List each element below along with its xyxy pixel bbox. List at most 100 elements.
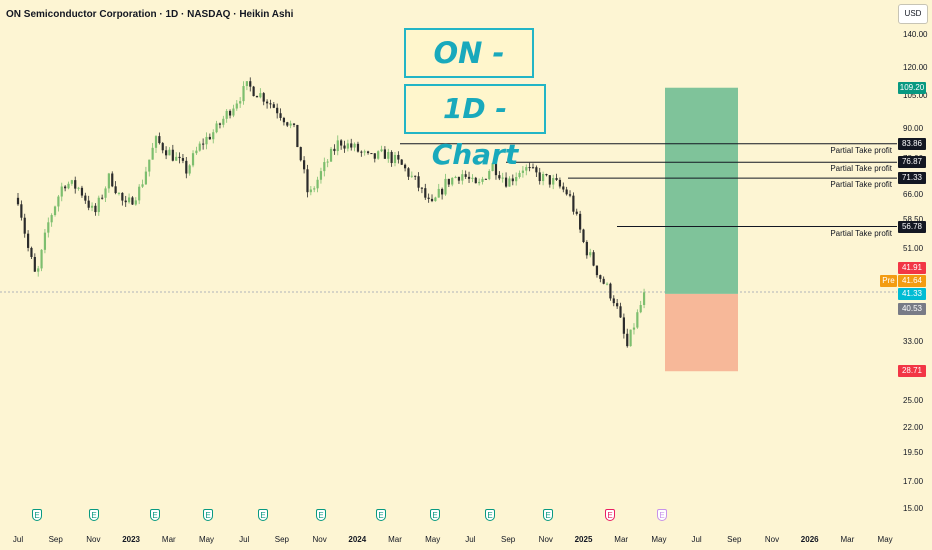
candle-body (545, 174, 548, 176)
candle-body (410, 175, 413, 177)
x-axis-tick: Jul (239, 535, 250, 544)
candle-body (154, 136, 158, 148)
candle-body (282, 117, 286, 123)
candle-body (239, 101, 242, 104)
candle-body (350, 143, 353, 148)
earnings-event-icon[interactable]: E (203, 509, 213, 521)
price-badge: 71.33 (898, 172, 926, 184)
candle-body (572, 195, 575, 212)
candle-body (60, 186, 63, 197)
candle-body (346, 143, 349, 149)
earnings-event-icon[interactable]: E (657, 509, 667, 521)
earnings-event-icon[interactable]: E (430, 509, 440, 521)
candle-body (171, 149, 174, 161)
y-axis-tick: 58.50 (903, 215, 924, 225)
candle-body (441, 188, 444, 195)
candle-body (158, 136, 161, 144)
candle-body (343, 145, 346, 149)
price-badge: 109.20 (898, 82, 926, 94)
price-badge: 83.86 (898, 138, 926, 150)
candle-body (511, 178, 514, 182)
currency-button[interactable]: USD (898, 4, 928, 24)
candle-body (131, 197, 134, 205)
earnings-event-icon[interactable]: E (605, 509, 615, 521)
candle-body (235, 103, 238, 109)
candle-body (90, 205, 94, 208)
candle-body (64, 186, 67, 189)
x-axis-tick: Mar (614, 535, 629, 544)
candle-body (575, 211, 578, 214)
candle-body (518, 172, 521, 177)
candle-body (427, 197, 430, 199)
candle-body (424, 188, 427, 198)
candle-body (602, 278, 605, 284)
candle-body (218, 123, 222, 125)
candle-body (373, 153, 376, 159)
candle-body (622, 317, 625, 334)
candle-body (94, 205, 97, 213)
candle-body (165, 150, 168, 156)
candle-body (212, 132, 215, 140)
earnings-event-icon[interactable]: E (89, 509, 99, 521)
x-axis-tick: May (425, 535, 441, 544)
candle-body (127, 197, 131, 203)
candle-body (205, 136, 208, 145)
candle-body (249, 81, 252, 87)
earnings-event-icon[interactable]: E (316, 509, 326, 521)
x-axis-tick: Mar (388, 535, 402, 544)
earnings-event-icon[interactable]: E (150, 509, 160, 521)
trade-title-box[interactable]: ON - Long (404, 28, 534, 116)
candle-body (30, 247, 33, 257)
candle-body (191, 153, 195, 166)
x-axis-tick: Mar (840, 535, 855, 544)
candle-body (47, 222, 50, 233)
candle-body (434, 197, 437, 202)
y-axis-tick: 22.00 (903, 422, 924, 432)
x-axis-tick: 2025 (574, 535, 593, 544)
earnings-event-icon[interactable]: E (485, 509, 495, 521)
earnings-event-icon[interactable]: E (543, 509, 553, 521)
candle-body (552, 178, 555, 185)
y-axis-tick: 140.00 (903, 30, 928, 39)
x-axis-tick: Jul (691, 535, 702, 544)
candle-body (474, 177, 477, 184)
candle-body (541, 174, 545, 182)
candle-body (400, 159, 403, 165)
candle-body (447, 178, 450, 185)
x-axis-tick: Jul (465, 535, 476, 544)
candle-body (531, 167, 535, 169)
earnings-event-icon[interactable]: E (32, 509, 42, 521)
candle-body (481, 178, 484, 182)
candle-body (319, 171, 323, 180)
x-axis-tick: Sep (727, 535, 742, 544)
candle-body (259, 93, 262, 98)
y-axis-tick: 51.00 (903, 244, 924, 254)
candle-body (141, 184, 144, 187)
y-axis-tick: 17.00 (903, 477, 924, 487)
earnings-event-icon[interactable]: E (376, 509, 386, 521)
candle-body (616, 303, 619, 307)
timeframe-title-box[interactable]: 1D - Chart (404, 84, 546, 171)
candle-body (595, 265, 599, 276)
candle-body (57, 196, 60, 207)
x-axis-tick: Mar (161, 535, 176, 544)
x-axis-tick: May (877, 535, 893, 544)
candle-body (306, 169, 309, 193)
y-axis-tick: 66.00 (903, 189, 924, 199)
candle-body (286, 122, 289, 126)
y-axis-tick: 33.00 (903, 336, 924, 346)
candle-body (97, 197, 100, 213)
candle-body (40, 249, 43, 269)
candle-body (619, 306, 622, 318)
candle-body (134, 200, 137, 205)
candle-body (245, 81, 248, 87)
candle-body (323, 162, 326, 172)
candle-body (168, 149, 171, 156)
candle-body (467, 176, 471, 179)
earnings-event-icon[interactable]: E (258, 509, 268, 521)
candle-body (74, 180, 77, 189)
price-badge: 28.71 (898, 365, 926, 377)
candle-body (292, 123, 296, 125)
